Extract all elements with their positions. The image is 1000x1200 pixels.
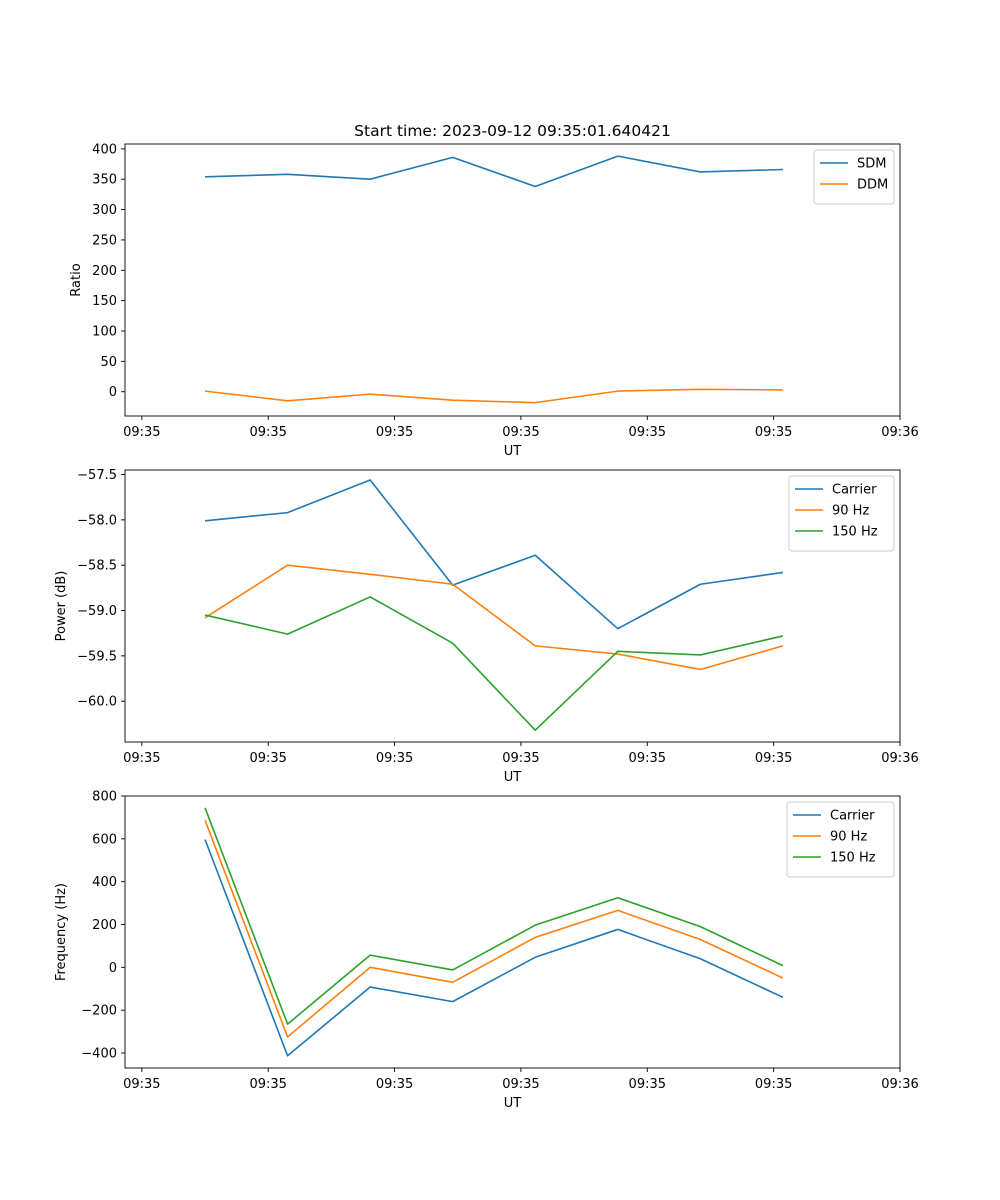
y-tick-label: 600: [92, 832, 117, 847]
x-tick-label: 09:35: [755, 1077, 792, 1092]
legend-label: DDM: [857, 178, 888, 193]
x-tick-label: 09:35: [629, 425, 666, 440]
y-axis-label: Ratio: [69, 263, 84, 296]
legend-label: 90 Hz: [832, 504, 869, 519]
legend: Carrier 90 Hz 150 Hz: [788, 475, 895, 552]
y-tick-label: −58.5: [77, 559, 117, 574]
x-tick-label: 09:36: [881, 425, 918, 440]
y-tick-label: 400: [92, 875, 117, 890]
y-tick-label: −58.0: [77, 513, 117, 528]
x-tick-label: 09:35: [249, 1077, 286, 1092]
legend: Carrier 90 Hz 150 Hz: [786, 801, 895, 878]
x-tick-label: 09:35: [123, 751, 160, 766]
y-tick-label: −200: [81, 1004, 117, 1019]
x-axis-label: UT: [504, 1096, 522, 1111]
y-tick-label: −60.0: [77, 695, 117, 710]
y-tick-label: −59.0: [77, 604, 117, 619]
x-tick-label: 09:35: [249, 425, 286, 440]
legend-box: [786, 801, 895, 878]
y-tick-label: 300: [92, 203, 117, 218]
x-tick-label: 09:35: [376, 425, 413, 440]
frequency-chart: 09:35 09:35 09:35 09:35 09:35 09:35 09:36 −400 −…: [54, 790, 919, 1112]
y-tick-label: −59.5: [77, 649, 117, 664]
y-tick-label: 200: [92, 264, 117, 279]
x-tick-label: 09:35: [376, 1077, 413, 1092]
y-tick-label: 800: [92, 790, 117, 805]
power-chart: 09:35 09:35 09:35 09:35 09:35 09:35 09:36 −57.5…: [54, 468, 919, 785]
series-line-90-hz: [204, 819, 784, 1038]
x-axis-label: UT: [504, 444, 522, 459]
charts-container: Start time: 2023-09-12 09:35:01.64042109…: [54, 122, 919, 1111]
y-tick-label: 150: [92, 294, 117, 309]
series-line-carrier: [204, 479, 784, 630]
series-line-carrier: [204, 839, 784, 1057]
x-tick-label: 09:35: [755, 425, 792, 440]
x-tick-label: 09:35: [123, 425, 160, 440]
x-tick-label: 09:35: [629, 751, 666, 766]
plot-frame: [124, 469, 901, 743]
plot-frame: [124, 143, 901, 417]
y-tick-label: −400: [81, 1047, 117, 1062]
series-line-150-hz: [204, 807, 784, 1025]
y-axis-label: Power (dB): [54, 571, 69, 642]
x-tick-label: 09:36: [881, 751, 918, 766]
x-tick-label: 09:35: [629, 1077, 666, 1092]
legend: SDM DDM: [813, 149, 895, 205]
x-axis-label: UT: [504, 770, 522, 785]
plot-frame: [124, 795, 901, 1069]
x-tick-label: 09:35: [755, 751, 792, 766]
y-tick-label: −57.5: [77, 468, 117, 483]
x-tick-label: 09:35: [502, 751, 539, 766]
series-line-sdm: [205, 155, 783, 188]
y-tick-label: 50: [100, 355, 117, 370]
y-tick-label: 0: [109, 961, 117, 976]
series-line-90-hz: [204, 564, 784, 671]
y-tick-label: 350: [92, 173, 117, 188]
y-tick-label: 200: [92, 918, 117, 933]
x-tick-label: 09:35: [376, 751, 413, 766]
series-line-ddm: [204, 388, 783, 404]
legend-label: 90 Hz: [830, 830, 867, 845]
y-tick-label: 100: [92, 325, 117, 340]
legend-label: 150 Hz: [832, 525, 878, 540]
y-tick-label: 400: [92, 142, 117, 157]
x-tick-label: 09:35: [502, 1077, 539, 1092]
legend-label: 150 Hz: [830, 851, 876, 866]
x-tick-label: 09:35: [249, 751, 286, 766]
chart-title: Start time: 2023-09-12 09:35:01.640421: [354, 122, 671, 140]
y-tick-label: 250: [92, 233, 117, 248]
legend-label: Carrier: [832, 483, 877, 498]
x-tick-label: 09:36: [881, 1077, 918, 1092]
legend-box: [788, 475, 895, 552]
x-tick-label: 09:35: [502, 425, 539, 440]
y-tick-label: 0: [109, 385, 117, 400]
legend-label: SDM: [857, 157, 886, 172]
ratio-chart: Start time: 2023-09-12 09:35:01.640421 09…: [69, 122, 919, 459]
legend-label: Carrier: [830, 809, 875, 824]
x-tick-label: 09:35: [123, 1077, 160, 1092]
y-axis-label: Frequency (Hz): [54, 883, 69, 981]
series-line-150-hz: [204, 596, 784, 732]
